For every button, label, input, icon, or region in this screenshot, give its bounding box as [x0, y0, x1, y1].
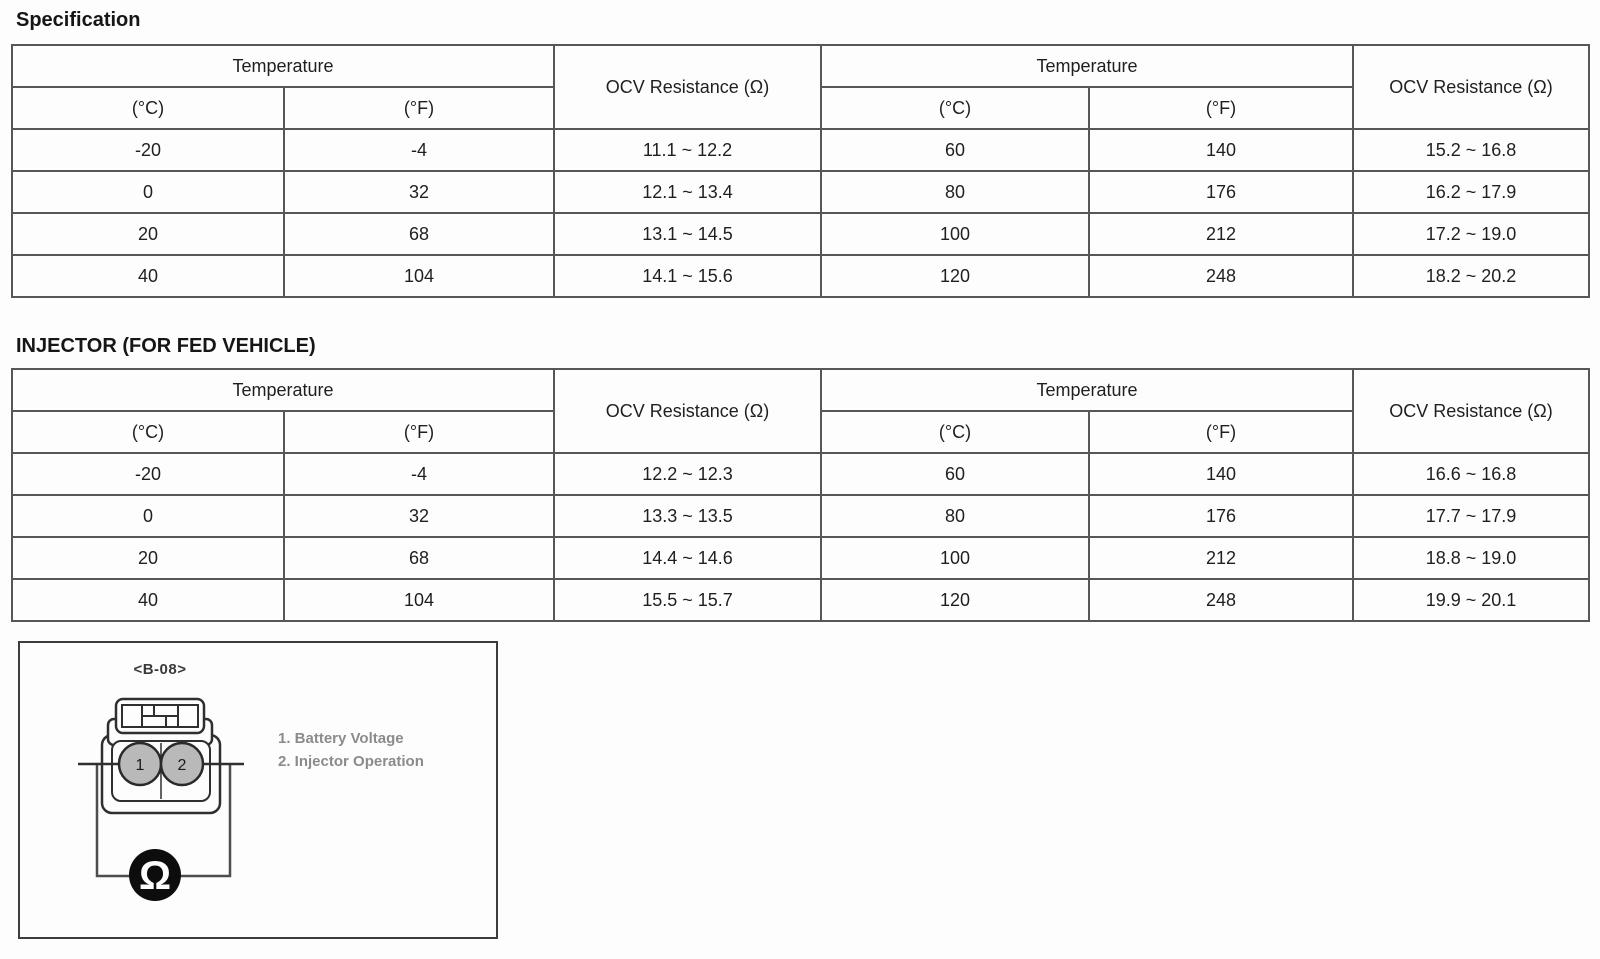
header-row-units: (°C) (°F) (°C) (°F) — [11, 410, 1589, 454]
connector-id-label: <B-08> — [133, 661, 187, 678]
connector-test-diagram: 1 2 Ω <B-08> 1. Battery Voltage 2. Injec… — [18, 641, 498, 939]
pin-2-circle — [159, 741, 205, 787]
table-row: 0 32 12.1 ~ 13.4 80 176 16.2 ~ 17.9 — [11, 170, 1590, 214]
table-row: 0 32 13.3 ~ 13.5 80 176 17.7 ~ 17.9 — [11, 494, 1590, 538]
table-body: -20 -4 11.1 ~ 12.2 60 140 15.2 ~ 16.8 0 32 12.1 … — [11, 128, 1590, 298]
table-cell: 16.6 ~ 16.8 — [1352, 452, 1590, 496]
table-cell: 32 — [283, 494, 555, 538]
table-row: -20 -4 12.2 ~ 12.3 60 140 16.6 ~ 16.8 — [11, 452, 1590, 496]
connector-latch-detail — [121, 704, 199, 728]
fahrenheit-header-right: (°F) — [1088, 86, 1354, 130]
temperature-header-left: Temperature — [11, 44, 555, 88]
table-cell: 212 — [1088, 536, 1354, 580]
temperature-header-right: Temperature — [820, 44, 1354, 88]
pin-1-number: 1 — [136, 757, 145, 774]
celsius-header-left: (°C) — [11, 410, 285, 454]
table-cell: 104 — [283, 254, 555, 298]
table-cell: 212 — [1088, 212, 1354, 256]
table-cell: 20 — [11, 536, 285, 580]
table-cell: -4 — [283, 452, 555, 496]
table-cell: 13.1 ~ 14.5 — [553, 212, 822, 256]
table-cell: 14.4 ~ 14.6 — [553, 536, 822, 580]
table-cell: 248 — [1088, 578, 1354, 622]
ocv-resistance-header-right: OCV Resistance (Ω) — [1352, 44, 1590, 130]
table-cell: 18.8 ~ 19.0 — [1352, 536, 1590, 580]
ocv-resistance-header-right: OCV Resistance (Ω) — [1352, 368, 1590, 454]
table-cell: -20 — [11, 128, 285, 172]
table-cell: 100 — [820, 536, 1090, 580]
table-cell: 19.9 ~ 20.1 — [1352, 578, 1590, 622]
table-cell: 80 — [820, 170, 1090, 214]
table-row: 40 104 14.1 ~ 15.6 120 248 18.2 ~ 20.2 — [11, 254, 1590, 298]
table-cell: 60 — [820, 128, 1090, 172]
table-cell: 15.2 ~ 16.8 — [1352, 128, 1590, 172]
table-cell: 32 — [283, 170, 555, 214]
table-cell: 11.1 ~ 12.2 — [553, 128, 822, 172]
table-cell: 14.1 ~ 15.6 — [553, 254, 822, 298]
table-cell: 17.7 ~ 17.9 — [1352, 494, 1590, 538]
table-cell: 17.2 ~ 19.0 — [1352, 212, 1590, 256]
pin-legend-item-1: 1. Battery Voltage — [278, 730, 404, 747]
table-cell: 40 — [11, 254, 285, 298]
table-cell: 0 — [11, 494, 285, 538]
table-row: -20 -4 11.1 ~ 12.2 60 140 15.2 ~ 16.8 — [11, 128, 1590, 172]
table-cell: 16.2 ~ 17.9 — [1352, 170, 1590, 214]
table-cell: 13.3 ~ 13.5 — [553, 494, 822, 538]
table-cell: 100 — [820, 212, 1090, 256]
table-cell: 68 — [283, 536, 555, 580]
table-cell: 0 — [11, 170, 285, 214]
specification-table: Temperature OCV Resistance (Ω) Temperatu… — [11, 44, 1590, 298]
table-cell: -4 — [283, 128, 555, 172]
table-cell: 140 — [1088, 128, 1354, 172]
pin-legend-item-2: 2. Injector Operation — [278, 753, 424, 770]
pin-2-number: 2 — [178, 757, 187, 774]
header-row-units: (°C) (°F) (°C) (°F) — [11, 86, 1589, 130]
table-cell: 12.1 ~ 13.4 — [553, 170, 822, 214]
injector-heading: INJECTOR (FOR FED VEHICLE) — [16, 335, 316, 357]
table-cell: 176 — [1088, 170, 1354, 214]
table-row: 40 104 15.5 ~ 15.7 120 248 19.9 ~ 20.1 — [11, 578, 1590, 622]
pin-legend: 1. Battery Voltage 2. Injector Operation — [278, 727, 424, 773]
ohm-symbol: Ω — [139, 854, 171, 898]
table-header: Temperature OCV Resistance (Ω) Temperatu… — [11, 368, 1590, 454]
table-cell: 248 — [1088, 254, 1354, 298]
table-cell: 60 — [820, 452, 1090, 496]
fahrenheit-header-right: (°F) — [1088, 410, 1354, 454]
table-cell: 80 — [820, 494, 1090, 538]
table-cell: 18.2 ~ 20.2 — [1352, 254, 1590, 298]
table-cell: 120 — [820, 578, 1090, 622]
table-row: 20 68 13.1 ~ 14.5 100 212 17.2 ~ 19.0 — [11, 212, 1590, 256]
table-cell: 15.5 ~ 15.7 — [553, 578, 822, 622]
injector-table: Temperature OCV Resistance (Ω) Temperatu… — [11, 368, 1590, 622]
header-row-groups: Temperature OCV Resistance (Ω) Temperatu… — [11, 44, 1590, 130]
fahrenheit-header-left: (°F) — [283, 410, 555, 454]
table-cell: 120 — [820, 254, 1090, 298]
temperature-header-left: Temperature — [11, 368, 555, 412]
celsius-header-right: (°C) — [820, 86, 1090, 130]
table-cell: 12.2 ~ 12.3 — [553, 452, 822, 496]
temperature-header-right: Temperature — [820, 368, 1354, 412]
table-header: Temperature OCV Resistance (Ω) Temperatu… — [11, 44, 1590, 130]
table-cell: 68 — [283, 212, 555, 256]
table-cell: 104 — [283, 578, 555, 622]
celsius-header-right: (°C) — [820, 410, 1090, 454]
table-cell: 20 — [11, 212, 285, 256]
table-body: -20 -4 12.2 ~ 12.3 60 140 16.6 ~ 16.8 0 32 13.3 … — [11, 452, 1590, 622]
specification-heading: Specification — [16, 9, 141, 31]
ocv-resistance-header-left: OCV Resistance (Ω) — [553, 44, 822, 130]
celsius-header-left: (°C) — [11, 86, 285, 130]
header-row-groups: Temperature OCV Resistance (Ω) Temperatu… — [11, 368, 1590, 454]
ohmmeter-icon — [129, 849, 181, 901]
ocv-resistance-header-left: OCV Resistance (Ω) — [553, 368, 822, 454]
table-cell: -20 — [11, 452, 285, 496]
table-cell: 40 — [11, 578, 285, 622]
table-cell: 140 — [1088, 452, 1354, 496]
fahrenheit-header-left: (°F) — [283, 86, 555, 130]
table-row: 20 68 14.4 ~ 14.6 100 212 18.8 ~ 19.0 — [11, 536, 1590, 580]
table-cell: 176 — [1088, 494, 1354, 538]
connector-diagram-art: 1 2 Ω — [78, 697, 244, 901]
